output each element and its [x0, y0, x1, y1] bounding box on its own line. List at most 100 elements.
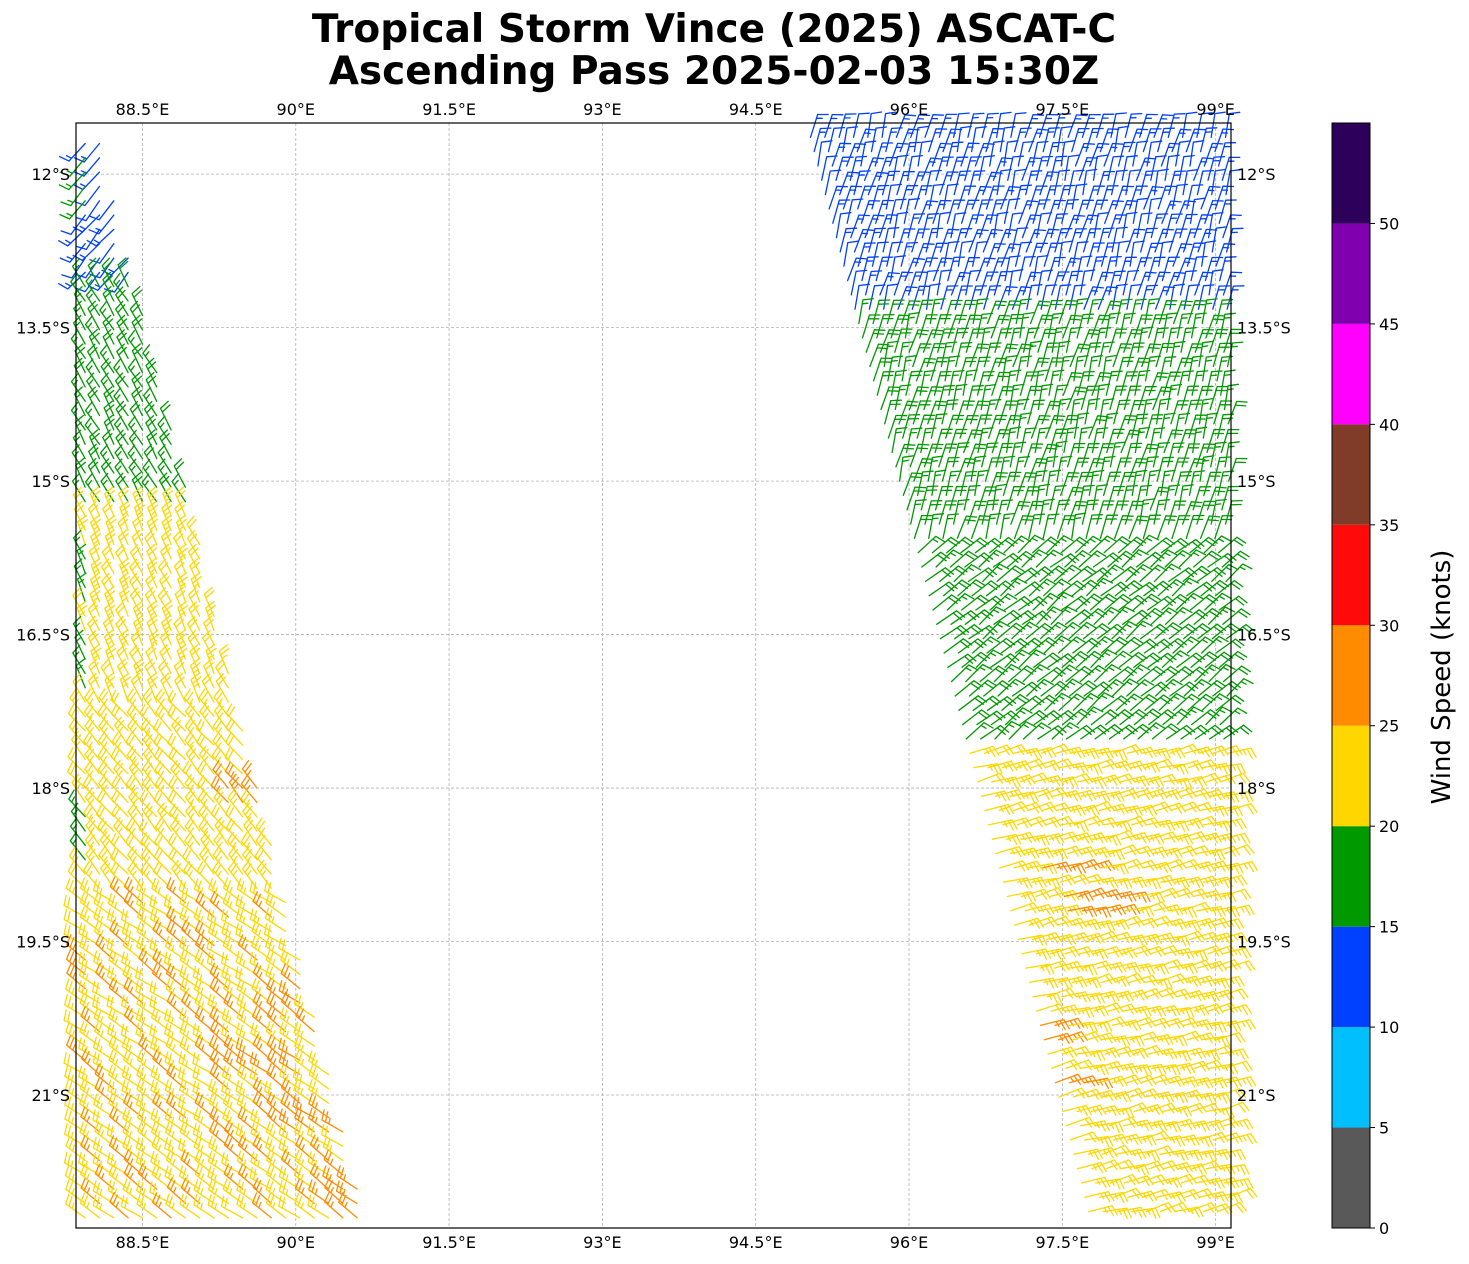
wind-barb — [1043, 578, 1071, 597]
wind-barb — [224, 804, 244, 832]
wind-barb — [1192, 890, 1223, 902]
wind-barb — [121, 921, 144, 947]
wind-barb — [1100, 242, 1120, 267]
wind-barb — [989, 536, 1018, 554]
wind-barb — [936, 269, 953, 296]
wind-barb — [1098, 749, 1128, 761]
wind-barb — [159, 644, 172, 675]
wind-barb — [1063, 426, 1080, 454]
wind-barb — [1151, 723, 1181, 740]
wind-barb — [223, 977, 244, 1004]
wind-barb — [266, 1063, 287, 1090]
wind-barb — [125, 817, 144, 846]
wind-barb — [266, 991, 287, 1018]
wind-barb — [178, 1165, 201, 1190]
wind-barb — [209, 1062, 229, 1090]
wind-barb — [1028, 977, 1059, 989]
wind-barb — [1081, 499, 1100, 525]
wind-barb — [171, 716, 187, 746]
colorbar-tick-label: 40 — [1379, 415, 1399, 434]
wind-barb — [136, 1193, 158, 1219]
wind-barb — [223, 991, 244, 1018]
wind-barb — [1049, 485, 1067, 511]
wind-barb — [79, 992, 101, 1018]
wind-barb — [1181, 443, 1201, 468]
wind-barb — [1207, 606, 1236, 625]
wind-barb — [1130, 1149, 1161, 1162]
wind-barb — [1086, 577, 1114, 597]
wind-barb — [1003, 535, 1032, 554]
wind-barb — [122, 1107, 144, 1133]
wind-barb — [932, 257, 953, 282]
colorbar-segment — [1332, 1127, 1370, 1228]
wind-barb — [209, 1005, 229, 1033]
wind-barb — [1037, 787, 1068, 799]
wind-barb — [60, 214, 86, 236]
wind-barb — [89, 586, 101, 617]
wind-barb — [187, 586, 201, 617]
wind-barb — [1205, 370, 1223, 396]
wind-barb — [101, 257, 115, 288]
wind-barb — [1158, 692, 1187, 711]
wind-barb — [168, 846, 187, 875]
colorbar-frame — [1331, 122, 1371, 1229]
wind-barb — [1228, 860, 1259, 873]
wind-barb — [64, 1108, 86, 1133]
wind-barb — [236, 878, 258, 904]
wind-barb — [1158, 1034, 1188, 1047]
wind-barb — [1128, 515, 1149, 540]
wind-barb — [236, 1007, 258, 1033]
wind-barb — [113, 387, 129, 417]
wind-barb — [1123, 1119, 1153, 1131]
wind-barb — [1084, 457, 1106, 482]
wind-barb — [1026, 340, 1042, 368]
wind-barb — [1206, 486, 1227, 511]
wind-barb — [1214, 580, 1244, 597]
wind-barb — [127, 845, 144, 875]
wind-barb — [1159, 1149, 1189, 1161]
wind-barb — [135, 1179, 158, 1205]
wind-barb — [846, 198, 864, 224]
wind-barb — [194, 920, 215, 947]
wind-barb — [959, 470, 978, 497]
wind-barb — [103, 414, 115, 445]
wind-barb — [1153, 563, 1182, 583]
wind-barb — [1128, 581, 1159, 597]
wind-barb — [948, 428, 968, 454]
wind-barb — [110, 703, 129, 732]
lat-tick-label-right: 13.5°S — [1237, 319, 1291, 338]
wind-barb — [221, 922, 244, 947]
wind-barb — [125, 774, 144, 804]
wind-barb — [1046, 933, 1077, 946]
wind-barb — [69, 817, 86, 846]
wind-barb — [1223, 791, 1254, 803]
wind-barb — [1058, 693, 1087, 711]
wind-barb — [821, 155, 838, 181]
wind-barb — [123, 1148, 144, 1176]
wind-barb — [241, 860, 258, 889]
wind-barb — [106, 937, 129, 961]
wind-barb — [1190, 1102, 1222, 1115]
wind-barb — [96, 789, 115, 818]
wind-barb — [987, 819, 1018, 831]
wind-barb — [121, 951, 144, 975]
wind-barb — [1219, 650, 1248, 668]
wind-barb — [141, 774, 158, 804]
colorbar-segment — [1332, 424, 1370, 525]
wind-barb — [321, 1123, 344, 1147]
wind-barb — [1167, 442, 1185, 468]
wind-barb — [1213, 862, 1244, 875]
wind-barb — [979, 271, 999, 296]
wind-barb — [1213, 1192, 1243, 1204]
wind-barb — [899, 185, 919, 210]
wind-barb — [235, 1022, 258, 1047]
wind-barb — [236, 993, 258, 1018]
wind-barb — [165, 978, 187, 1004]
wind-barb — [73, 142, 101, 163]
wind-barb — [1035, 948, 1066, 960]
wind-barb — [1197, 228, 1218, 253]
wind-barb — [1184, 1188, 1215, 1200]
wind-barb — [979, 665, 1008, 683]
wind-barb — [120, 994, 144, 1018]
wind-barb — [1110, 566, 1140, 583]
